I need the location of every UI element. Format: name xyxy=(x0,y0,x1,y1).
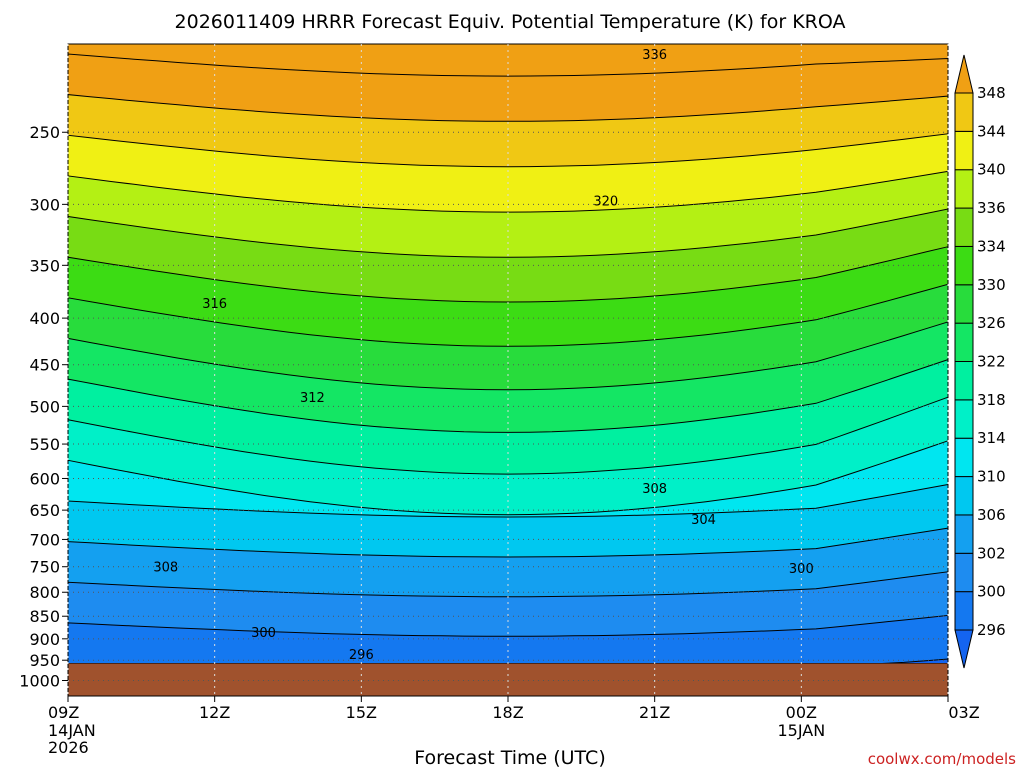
colorbar-swatch xyxy=(954,361,974,401)
colorbar-swatch xyxy=(954,245,974,286)
y-tick-label: 900 xyxy=(29,630,60,649)
colorbar-swatch xyxy=(954,92,974,132)
contour-label: 316 xyxy=(202,297,227,312)
y-tick-label: 450 xyxy=(29,356,60,375)
contour-label: 304 xyxy=(691,513,716,528)
x-tick-sublabel: 14JAN xyxy=(48,721,96,740)
y-tick-label: 650 xyxy=(29,501,60,520)
colorbar-swatch xyxy=(954,169,974,209)
y-tick-label: 1000 xyxy=(19,671,60,690)
x-tick-label: 12Z xyxy=(199,703,230,722)
y-tick-label: 600 xyxy=(29,469,60,488)
colorbar-swatch xyxy=(954,552,974,593)
colorbar-swatch xyxy=(954,514,974,554)
contour-label: 308 xyxy=(153,561,178,576)
colorbar-tick-label: 322 xyxy=(977,353,1006,371)
y-tick-label: 300 xyxy=(29,195,60,214)
y-tick-label: 700 xyxy=(29,530,60,549)
grid-lines xyxy=(67,44,949,696)
colorbar-swatch xyxy=(954,130,974,171)
colorbar-swatch xyxy=(954,207,974,247)
colorbar-tick-label: 296 xyxy=(977,621,1006,639)
colorbar-tick-label: 340 xyxy=(977,161,1006,179)
x-tick-label: 03Z xyxy=(948,703,979,722)
y-tick-label: 350 xyxy=(29,256,60,275)
colorbar-swatch xyxy=(954,399,974,439)
contour-label: 320 xyxy=(593,194,618,209)
x-tick-label: 00Z xyxy=(786,703,817,722)
colorbar-tick-label: 334 xyxy=(977,237,1006,255)
theta-e-band xyxy=(67,658,949,665)
colorbar-tick-label: 348 xyxy=(977,84,1006,102)
x-axis-label: Forecast Time (UTC) xyxy=(414,747,605,768)
x-tick-label: 15Z xyxy=(346,703,377,722)
colorbar-swatch xyxy=(954,437,974,478)
chart-title: 2026011409 HRRR Forecast Equiv. Potentia… xyxy=(175,11,846,33)
colorbar-tick-label: 318 xyxy=(977,391,1006,409)
colorbar-tick-label: 314 xyxy=(977,429,1006,447)
x-tick-sublabel: 15JAN xyxy=(777,721,825,740)
y-tick-label: 250 xyxy=(29,123,60,142)
x-tick-label: 09Z xyxy=(48,703,79,722)
y-tick-label: 850 xyxy=(29,607,60,626)
y-tick-label: 750 xyxy=(29,558,60,577)
colorbar-tick-label: 344 xyxy=(977,122,1006,140)
y-tick-label: 800 xyxy=(29,583,60,602)
colorbar-tick-label: 302 xyxy=(977,544,1006,562)
y-tick-label: 550 xyxy=(29,435,60,454)
contour-label: 308 xyxy=(642,482,667,497)
colorbar-tick-label: 300 xyxy=(977,583,1006,601)
contour-label: 300 xyxy=(251,626,276,641)
contour-labels: 336 320 316 312 308 304 300 308 300 296 xyxy=(153,48,813,663)
contour-label: 296 xyxy=(349,648,374,663)
y-tick-label: 500 xyxy=(29,397,60,416)
colorbar-arrow-top xyxy=(954,54,974,94)
colorbar-swatch xyxy=(954,476,974,516)
colorbar-tick-label: 336 xyxy=(977,199,1006,217)
x-tick-sublabel: 2026 xyxy=(48,738,89,757)
colorbar-tick-label: 326 xyxy=(977,314,1006,332)
colorbar-tick-label: 330 xyxy=(977,276,1006,294)
colorbar-swatch xyxy=(954,591,974,631)
y-tick-label: 950 xyxy=(29,651,60,670)
colorbar-swatch xyxy=(954,322,974,362)
colorbar-swatch xyxy=(954,284,974,324)
colorbar: 296 300 302 306 310 314 318 322 326 330 334 336 340 3… xyxy=(954,54,1006,669)
colorbar-tick-label: 306 xyxy=(977,506,1006,524)
colorbar-arrow-bottom xyxy=(954,629,974,669)
x-tick-label: 21Z xyxy=(639,703,670,722)
contour-label: 300 xyxy=(789,562,814,577)
x-tick-label: 18Z xyxy=(492,703,523,722)
pressure-axis: 250 300 350 400 450 500 550 600 650 700 750 800 850 9… xyxy=(19,123,68,690)
credit-link[interactable]: coolwx.com/models xyxy=(868,750,1016,768)
contour-label: 312 xyxy=(300,391,325,406)
colorbar-tick-label: 310 xyxy=(977,468,1006,486)
y-tick-label: 400 xyxy=(29,309,60,328)
contour-label: 336 xyxy=(642,48,667,63)
